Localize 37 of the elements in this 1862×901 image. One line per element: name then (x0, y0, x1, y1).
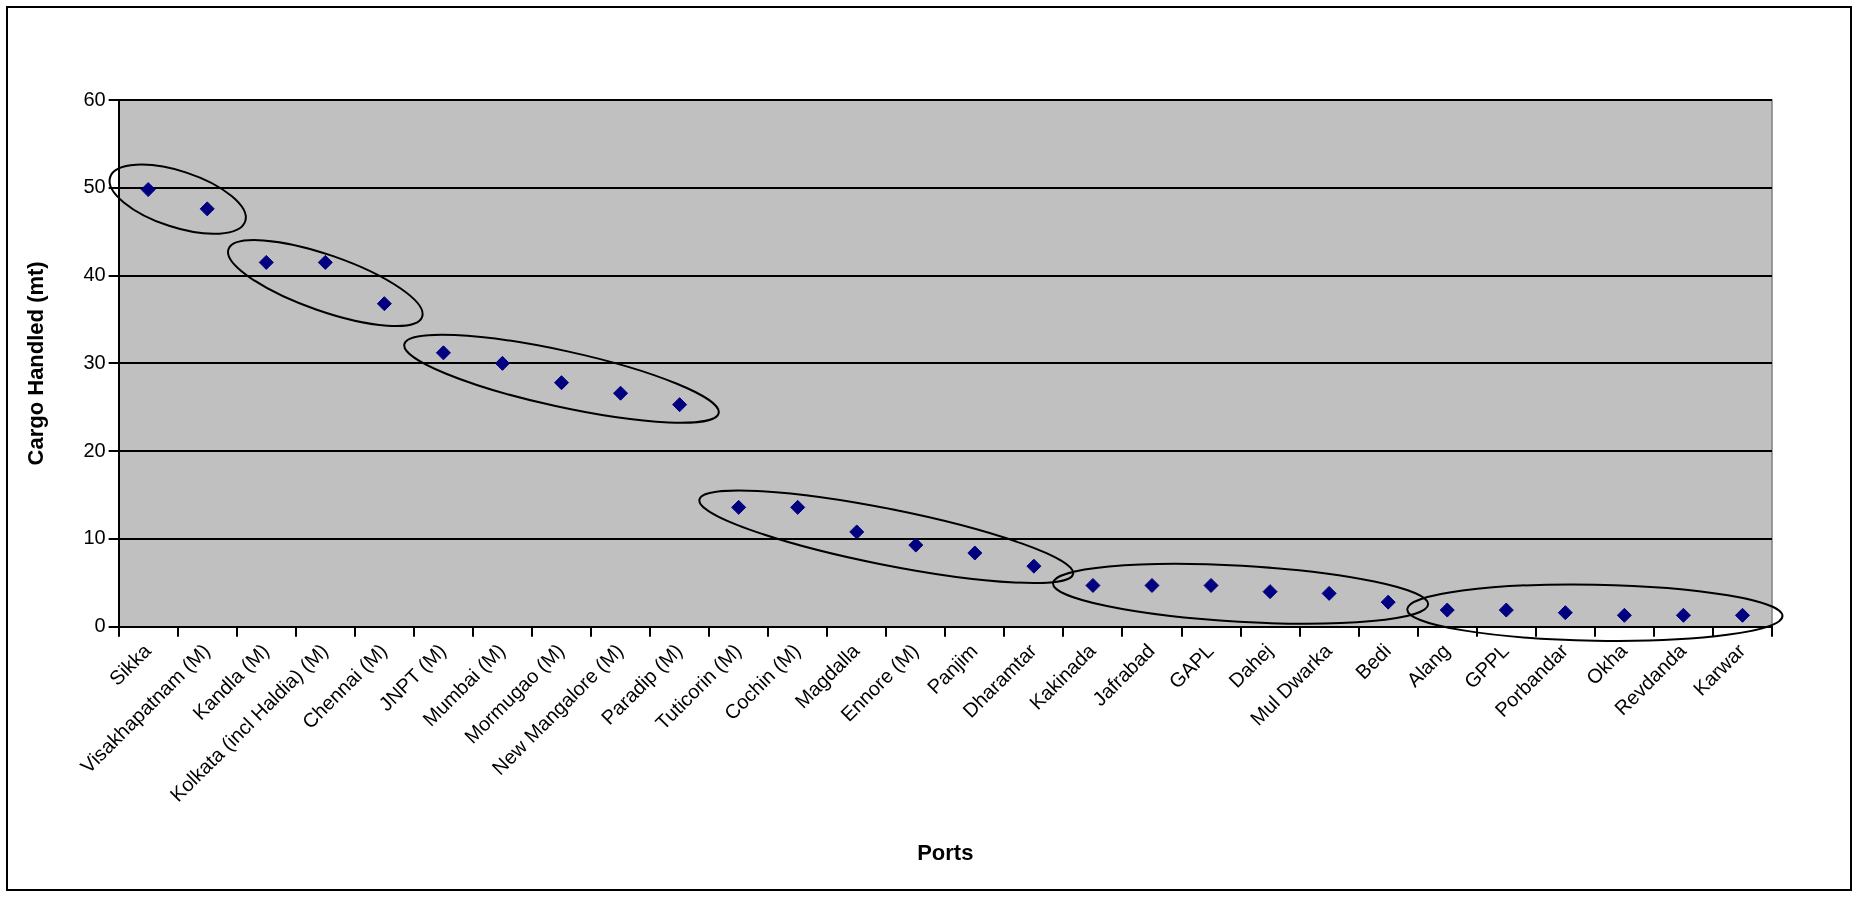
y-tick-label: 20 (83, 438, 106, 461)
point (1734, 607, 1750, 623)
point (790, 499, 806, 515)
y-axis-title: Cargo Handled (mt) (23, 261, 49, 466)
point (1675, 607, 1691, 623)
point (1616, 607, 1632, 623)
x-axis-title: Ports (917, 839, 974, 865)
point (849, 524, 865, 540)
point (317, 254, 333, 270)
point (376, 296, 392, 312)
y-tick-label: 40 (83, 263, 106, 286)
point (199, 201, 215, 217)
point (967, 545, 983, 561)
point (435, 345, 451, 361)
point (731, 499, 747, 515)
point (494, 355, 510, 371)
point (908, 537, 924, 553)
point (1085, 577, 1101, 593)
point (140, 182, 156, 198)
point (258, 254, 274, 270)
point (1321, 585, 1337, 601)
point (1144, 577, 1160, 593)
point (1203, 577, 1219, 593)
point (613, 385, 629, 401)
point (1262, 584, 1278, 600)
y-tick-label: 60 (83, 87, 106, 110)
point (1026, 558, 1042, 574)
point (1439, 602, 1455, 618)
point (672, 397, 688, 413)
point (1557, 605, 1573, 621)
y-tick-label: 0 (94, 614, 106, 637)
point (1380, 594, 1396, 610)
point (554, 375, 570, 391)
y-tick-label: 10 (83, 526, 106, 549)
point (1498, 602, 1514, 618)
y-tick-label: 30 (83, 350, 106, 373)
y-tick-label: 50 (83, 175, 106, 198)
